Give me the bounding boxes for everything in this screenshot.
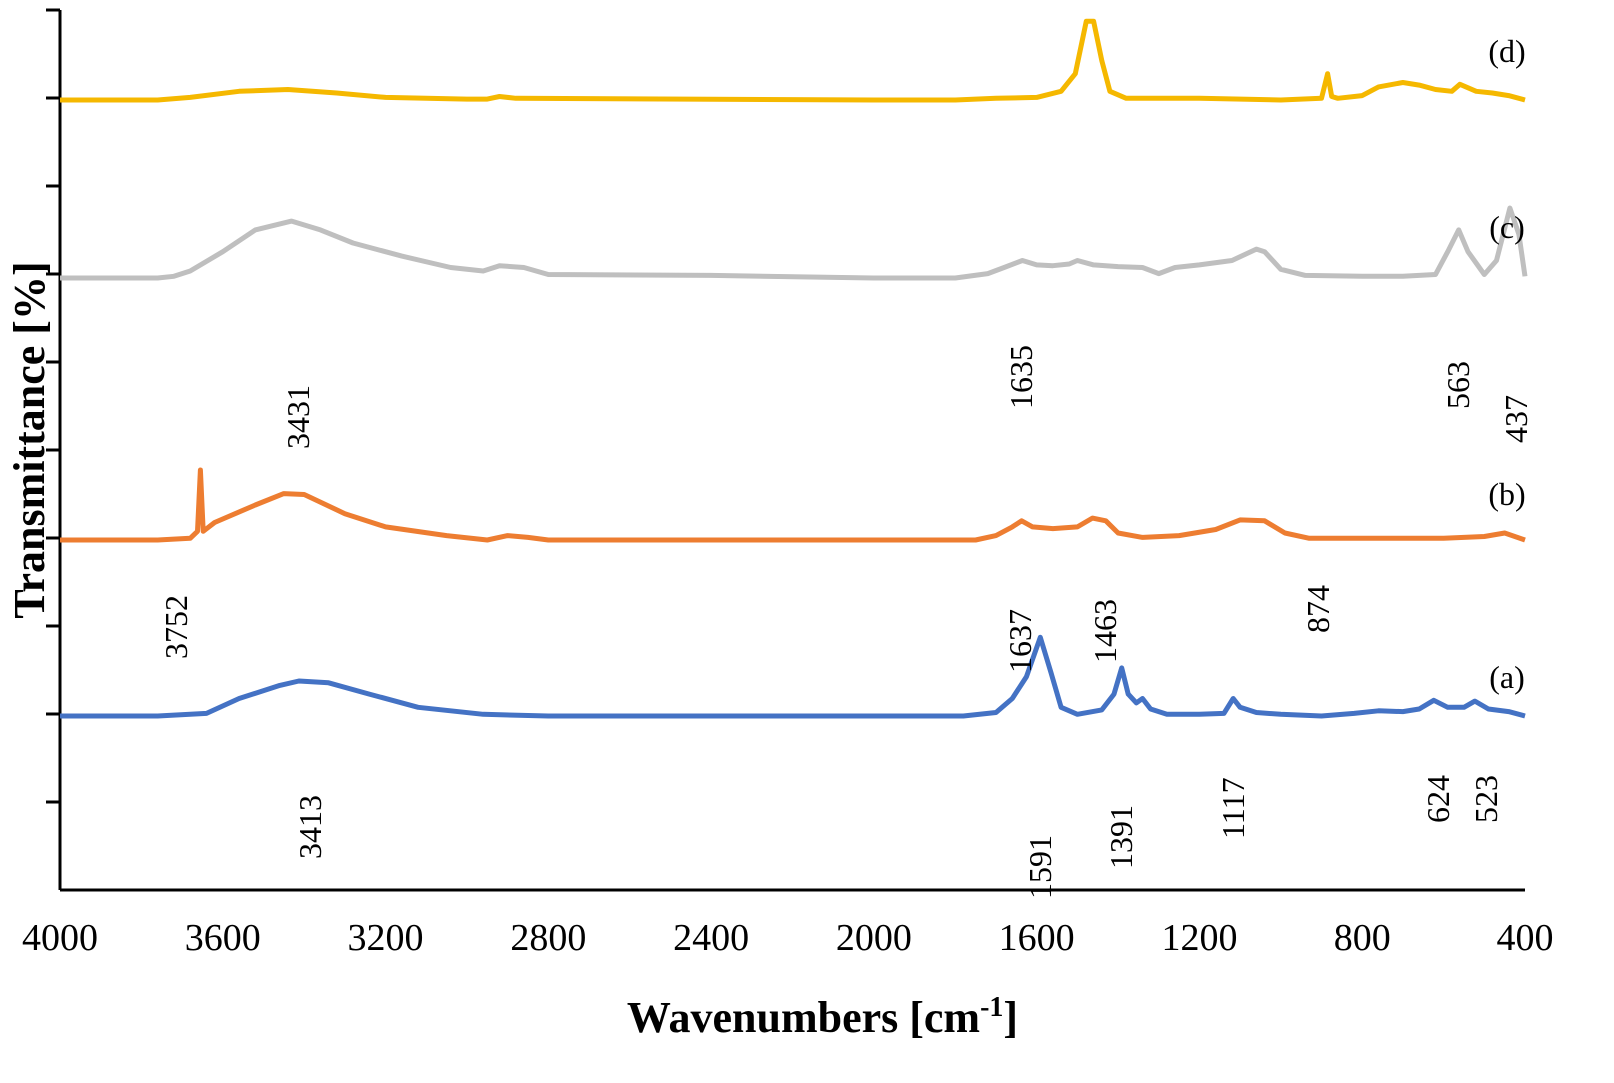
series-line-d — [60, 18, 1526, 103]
peak-label: 1591 — [1022, 835, 1058, 899]
peak-label: 1463 — [1087, 599, 1123, 663]
x-tick-label: 400 — [1497, 917, 1554, 959]
x-tick-label: 2000 — [836, 917, 912, 959]
series-line-b — [60, 467, 1526, 543]
peak-annotations: 3413 1591 1391 1117 624 523 3752 1637 1463 874 343… — [158, 345, 1534, 899]
axes: 4000 3600 3200 2800 2400 2000 1600 1200 800 400 — [22, 8, 1554, 959]
peak-label: 3413 — [292, 795, 328, 859]
peak-label: 523 — [1468, 775, 1504, 823]
x-tick-label: 1600 — [999, 917, 1075, 959]
x-tick-label: 3200 — [348, 917, 424, 959]
x-tick-label: 2800 — [510, 917, 586, 959]
series-tag: (a) — [1489, 659, 1525, 695]
peak-label: 3752 — [158, 595, 194, 659]
peak-label: 437 — [1498, 395, 1534, 443]
peak-label: 1117 — [1215, 777, 1251, 839]
peak-label: 624 — [1420, 775, 1456, 823]
y-ticks — [46, 8, 60, 804]
series-layer — [60, 18, 1528, 719]
peak-label: 874 — [1300, 585, 1336, 633]
peak-label: 1391 — [1103, 805, 1139, 869]
series-tag: (c) — [1489, 209, 1525, 245]
series-tags: (a) (b) (c) (d) — [1488, 33, 1525, 695]
x-axis-title: Wavenumbers [cm-1] — [627, 992, 1018, 1042]
peak-label: 1635 — [1003, 345, 1039, 409]
x-tick-labels: 4000 3600 3200 2800 2400 2000 1600 1200 800 400 — [22, 917, 1554, 959]
series-line-a — [60, 634, 1526, 719]
x-tick-label: 2400 — [673, 917, 749, 959]
x-tick-label: 4000 — [22, 917, 98, 959]
series-tag: (d) — [1488, 33, 1525, 69]
x-tick-label: 800 — [1334, 917, 1391, 959]
y-axis-title: Transmittance [%] — [5, 261, 54, 618]
x-tick-label: 1200 — [1161, 917, 1237, 959]
series-tag: (b) — [1488, 476, 1525, 512]
series-line-c — [60, 205, 1528, 281]
peak-label: 1637 — [1002, 609, 1038, 673]
peak-label: 3431 — [280, 385, 316, 449]
peak-label: 563 — [1440, 361, 1476, 409]
x-tick-label: 3600 — [185, 917, 261, 959]
